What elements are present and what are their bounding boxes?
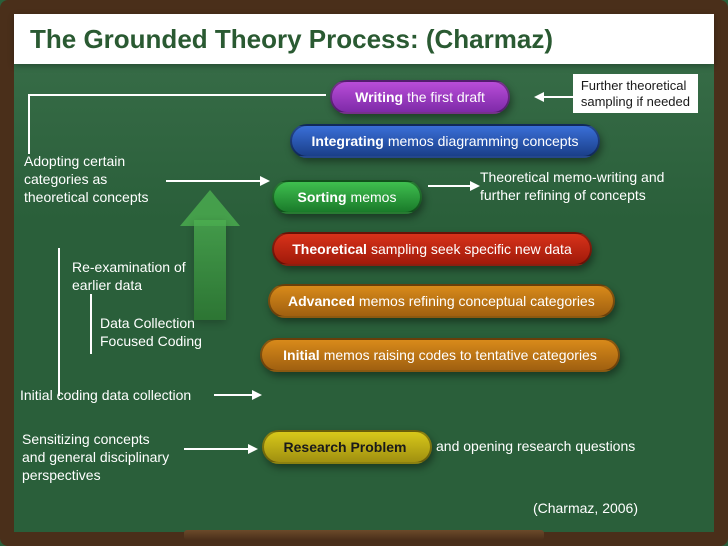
label-memo-writing: Theoretical memo-writing andfurther refi… (480, 168, 664, 204)
arrow-initialcoding-to-initial (214, 394, 254, 396)
arrow-sorting-to-memowriting (428, 185, 472, 187)
page-title: The Grounded Theory Process: (Charmaz) (30, 24, 553, 55)
label-initial-coding: Initial coding data collection (20, 386, 191, 404)
pill-theoretical-rest: sampling seek specific new data (371, 241, 572, 257)
pill-initial: Initial memos raising codes to tentative… (260, 338, 620, 372)
pill-advanced-rest: memos refining conceptual categories (359, 293, 595, 309)
process-arrow-up (180, 190, 240, 320)
label-data-collection: Data CollectionFocused Coding (100, 314, 202, 350)
pill-theoretical: Theoretical sampling seek specific new d… (272, 232, 592, 266)
arrow-sensitizing-to-research (184, 448, 250, 450)
connector-reexam-vertical (58, 248, 60, 396)
arrow-callout-to-writing (542, 96, 582, 98)
pill-sorting-bold: Sorting (298, 189, 347, 205)
chalk-tray (184, 530, 544, 540)
label-reexam: Re-examination ofearlier data (72, 258, 186, 294)
connector-datacoll-vertical (90, 294, 92, 354)
label-adopting: Adopting certaincategories astheoretical… (24, 152, 149, 207)
connector-top-horizontal (28, 94, 326, 96)
pill-writing-rest: the first draft (407, 89, 485, 105)
pill-advanced-bold: Advanced (288, 293, 355, 309)
pill-initial-bold: Initial (283, 347, 320, 363)
pill-integrating-rest: memos diagramming concepts (388, 133, 579, 149)
pill-integrating-bold: Integrating (312, 133, 384, 149)
pill-initial-rest: memos raising codes to tentative categor… (324, 347, 597, 363)
pill-sorting: Sorting memos (272, 180, 422, 214)
callout-further-sampling: Further theoretical sampling if needed (573, 74, 698, 113)
callout-line1: Further theoretical (581, 78, 690, 94)
connector-left-vertical (28, 94, 30, 154)
pill-integrating: Integrating memos diagramming concepts (290, 124, 600, 158)
pill-writing: Writing the first draft (330, 80, 510, 114)
pill-sorting-rest: memos (351, 189, 397, 205)
label-sensitizing: Sensitizing conceptsand general discipli… (22, 430, 169, 485)
title-bar: The Grounded Theory Process: (Charmaz) (14, 14, 714, 64)
pill-advanced: Advanced memos refining conceptual categ… (268, 284, 615, 318)
callout-line2: sampling if needed (581, 94, 690, 110)
pill-research: Research Problem (262, 430, 432, 464)
pill-theoretical-bold: Theoretical (292, 241, 367, 257)
pill-writing-bold: Writing (355, 89, 403, 105)
citation: (Charmaz, 2006) (533, 500, 638, 516)
research-problem-continuation: and opening research questions (436, 438, 635, 454)
arrow-adopting-to-sorting (166, 180, 262, 182)
pill-research-bold: Research Problem (284, 439, 407, 455)
